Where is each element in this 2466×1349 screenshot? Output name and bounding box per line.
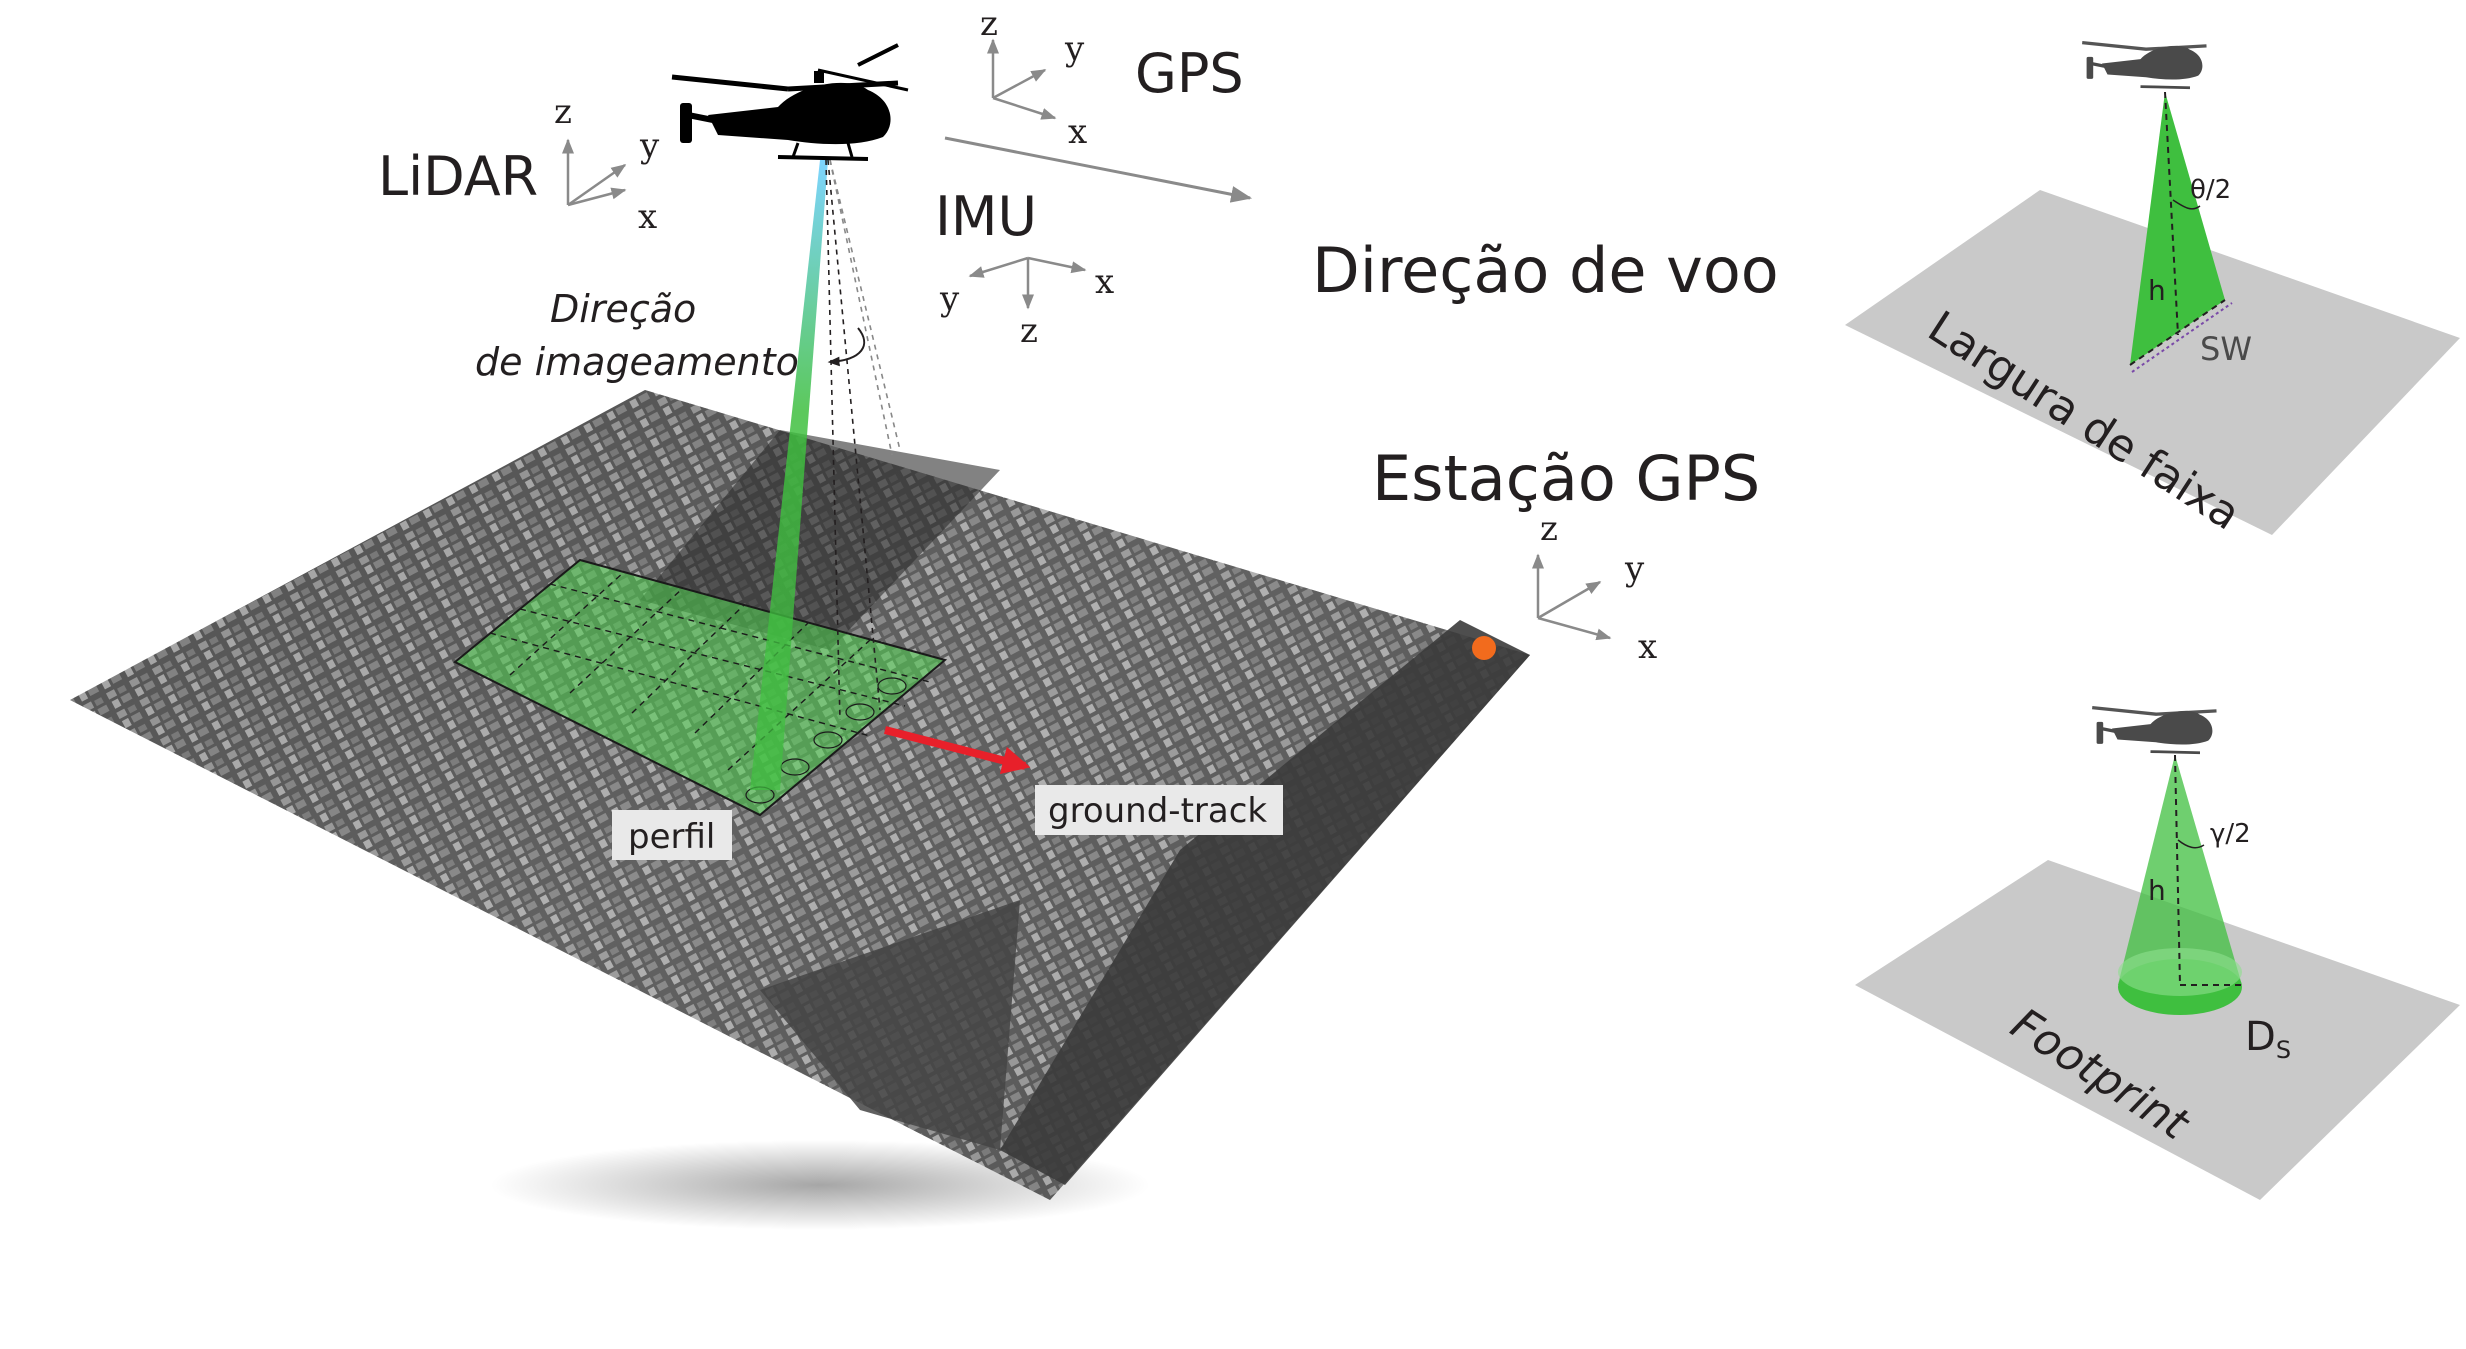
imu-axes-icon [968,256,1087,310]
gps-axes-icon [987,38,1057,120]
station-axes-icon [1532,553,1612,641]
footprint-cone [2118,755,2242,985]
laser-beam [750,160,828,790]
gps-label: GPS [1135,42,1244,105]
gps-axis-z: z [980,4,998,44]
swath-plane [1845,190,2460,535]
swath-angle-arc [2172,199,2201,210]
footprint-disc-top [2118,948,2242,996]
imu-axis-x: x [1095,262,1114,302]
helicopter-small-icon-2 [2092,705,2217,755]
footprint-diameter-letter: D [2245,1014,2276,1060]
swath-width-line [2129,299,2226,366]
ground-track-label: ground-track [1048,791,1267,831]
river-bend [760,900,1020,1150]
scan-grid-lines [489,571,931,771]
profile-label: perfil [628,817,715,857]
footprint-angle-label: γ/2 [2210,819,2251,849]
footprint-plane [1855,860,2460,1200]
lidar-axes-icon [562,138,627,207]
swath-height-line [2164,91,2179,336]
imaging-direction-line2: de imageamento [475,340,799,384]
swath-inset [1845,40,2460,535]
scan-grid [453,558,948,817]
gps-axis-x: x [1068,112,1087,152]
flight-direction-arrow [944,136,1253,203]
beam-dashed-lines [825,159,901,721]
station-axis-y: y [1624,549,1645,589]
footprint-height-label: h [2148,874,2166,907]
swath-sw-label: SW [2200,330,2252,368]
imaging-direction-arrow [827,327,866,367]
imu-axis-z: z [1020,311,1038,351]
park-area [640,430,1000,650]
imu-label: IMU [935,185,1037,248]
footprint-angle-arc [2177,839,2205,849]
ground-plane-group [70,390,1530,1230]
helicopter-small-icon [2082,40,2207,90]
swath-angle-label: θ/2 [2190,175,2231,205]
footprint-inset [1855,705,2460,1200]
station-axis-x: x [1638,627,1657,667]
swath-triangle [2130,92,2225,365]
ground-track-label-bg [1035,785,1283,835]
station-axis-z: z [1540,509,1558,549]
imu-axis-y: y [939,279,960,319]
swath-dim-line [2131,302,2233,373]
imaging-direction-line1: Direção [550,287,696,331]
river [1000,620,1530,1185]
lidar-axis-z: z [554,92,572,132]
gps-station-label: Estação GPS [1372,442,1760,515]
swath-height-label: h [2148,274,2166,307]
ground-track-arrow [884,726,1031,774]
lidar-axis-x: x [638,197,657,237]
flight-direction-label: Direção de voo [1312,234,1779,307]
gps-station-marker [1472,636,1496,660]
footprint-height-line [2174,754,2181,986]
lidar-axis-y: y [639,126,660,166]
footprint-diameter-subscript: S [2276,1036,2291,1064]
profile-label-bg [612,810,732,860]
footprint-diameter-label: DS [2245,1014,2291,1064]
lidar-label: LiDAR [378,145,538,208]
gps-axis-y: y [1064,29,1085,69]
helicopter-icon [671,43,909,161]
